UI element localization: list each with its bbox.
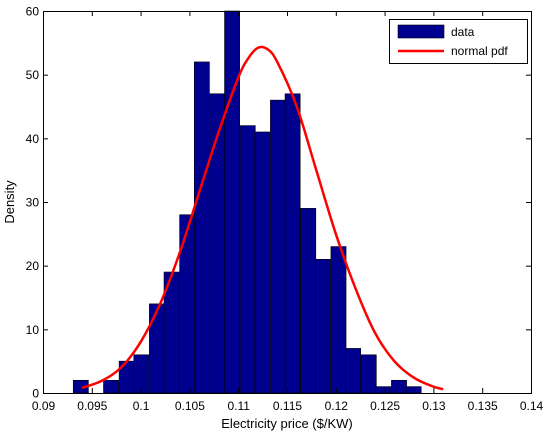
y-tick-label: 20 [26, 259, 40, 273]
normal-pdf-curve [81, 45, 444, 391]
histogram-bar [284, 93, 301, 394]
y-tick-label: 50 [26, 68, 40, 82]
x-tick-label: 0.13 [422, 399, 446, 413]
x-tick-label: 0.09 [32, 399, 56, 413]
histogram-bar [103, 379, 119, 394]
y-tick-label: 30 [26, 196, 40, 210]
legend-swatch-data [397, 24, 445, 39]
histogram-bar [375, 386, 392, 394]
histogram-bar [193, 61, 210, 394]
histogram-bar [254, 131, 271, 394]
histogram-bar [239, 125, 256, 394]
y-axis-ticks: 0 10 20 30 40 50 60 [26, 5, 531, 401]
histogram-bar [345, 348, 361, 394]
histogram-bar [314, 258, 331, 394]
y-tick-label: 10 [26, 323, 40, 337]
legend-label-data: data [451, 25, 475, 39]
x-tick-label: 0.11 [227, 399, 250, 413]
legend: data normal pdf [389, 19, 528, 64]
histogram-bar [133, 354, 150, 394]
y-tick-label: 40 [26, 132, 40, 146]
x-tick-label: 0.095 [77, 399, 107, 413]
y-axis-label: Density [2, 180, 17, 224]
x-axis-ticks: 0.09 0.095 0.1 0.105 0.11 0.115 0.12 0.125 0.13 0… [32, 11, 544, 413]
x-axis-label: Electricity price ($/KW) [221, 416, 352, 431]
legend-label-normal-pdf: normal pdf [451, 44, 508, 58]
histogram-bar [330, 246, 347, 394]
x-tick-label: 0.115 [273, 399, 302, 413]
x-tick-label: 0.14 [520, 399, 544, 413]
histogram-bar [270, 99, 286, 394]
x-tick-label: 0.135 [468, 399, 498, 413]
x-tick-label: 0.105 [175, 399, 205, 413]
y-tick-label: 0 [32, 387, 39, 401]
histogram-bar [391, 379, 407, 394]
x-tick-label: 0.12 [325, 399, 349, 413]
x-tick-label: 0.1 [133, 399, 150, 413]
y-tick-label: 60 [26, 5, 40, 19]
histogram-bar [300, 208, 317, 394]
histogram-bar [224, 10, 240, 394]
histogram-bar [149, 303, 165, 394]
histogram-bar [405, 386, 422, 394]
x-tick-label: 0.125 [370, 399, 400, 413]
histogram-bar [179, 214, 196, 394]
histogram-bar [360, 354, 377, 394]
